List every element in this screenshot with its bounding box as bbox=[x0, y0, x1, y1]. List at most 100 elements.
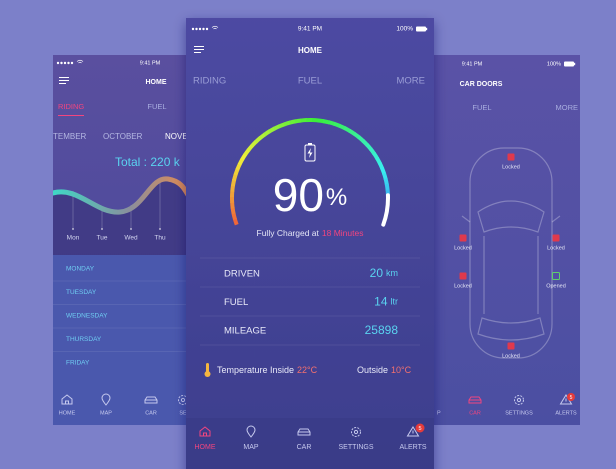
nav-label[interactable]: SETTINGS bbox=[505, 410, 533, 416]
tab[interactable]: MORE bbox=[397, 76, 426, 87]
gauge-segment bbox=[230, 201, 235, 209]
day-list-item[interactable]: WEDNESDAY bbox=[66, 313, 108, 320]
gauge-segment bbox=[380, 167, 387, 175]
tab[interactable]: RIDING bbox=[58, 102, 84, 111]
nav-label[interactable]: HOME bbox=[195, 444, 216, 451]
nav-label[interactable]: HOME bbox=[59, 410, 76, 416]
car-roof bbox=[483, 236, 539, 314]
day-list-item[interactable]: THURSDAY bbox=[66, 336, 102, 343]
gauge-segment bbox=[268, 126, 276, 134]
gauge-remainder bbox=[381, 193, 390, 227]
day-label: Thu bbox=[154, 235, 166, 242]
door-indicator[interactable] bbox=[459, 234, 467, 242]
center-phone: 9:41 PM 100% HOME RIDING FUEL MORE 90% Fully Ch… bbox=[186, 18, 434, 469]
battery-icon bbox=[564, 61, 574, 67]
nav-label[interactable]: CAR bbox=[297, 444, 312, 451]
signal-dot bbox=[195, 27, 198, 31]
gauge-segment bbox=[232, 217, 239, 226]
car-icon bbox=[144, 396, 158, 404]
gauge-segment bbox=[338, 123, 346, 131]
menu-icon-bar bbox=[194, 46, 204, 47]
tab[interactable]: RIDING bbox=[193, 76, 226, 87]
month-label[interactable]: OCTOBER bbox=[103, 132, 143, 141]
battery-text: 100% bbox=[547, 61, 561, 67]
settings-icon-core bbox=[516, 397, 522, 403]
wifi-icon bbox=[211, 25, 219, 30]
day-label: Tue bbox=[97, 235, 108, 242]
nav-label[interactable]: CAR bbox=[145, 410, 157, 416]
door-indicator[interactable] bbox=[507, 342, 515, 350]
tab[interactable]: FUEL bbox=[147, 102, 166, 111]
gauge-segment bbox=[300, 118, 308, 123]
settings-icon-core bbox=[180, 397, 186, 403]
stat-value: 14 ltr bbox=[374, 295, 398, 309]
battery-glyph-tip bbox=[308, 143, 312, 145]
left-phone: 9:41 PM HOME RIDING FUEL TEMBER OCTOBER NOVE To… bbox=[53, 55, 188, 425]
door-indicator[interactable] bbox=[552, 272, 560, 280]
signal-dot bbox=[67, 61, 70, 65]
door-indicator[interactable] bbox=[552, 234, 560, 242]
car-body bbox=[469, 147, 553, 359]
signal-dot bbox=[60, 61, 63, 65]
thermometer bbox=[206, 363, 209, 373]
nav-label[interactable]: SETTINGS bbox=[338, 444, 373, 451]
menu-icon-bar bbox=[194, 49, 204, 50]
battery-tip bbox=[426, 27, 428, 31]
car-rear-window bbox=[477, 317, 545, 341]
nav-label[interactable]: SE bbox=[179, 410, 187, 416]
menu-icon-bar bbox=[59, 83, 66, 84]
alert-badge bbox=[415, 423, 425, 433]
status-time: 9:41 PM bbox=[140, 60, 161, 66]
stat-number: 25898 bbox=[365, 323, 399, 337]
charge-value: 90% bbox=[273, 169, 348, 221]
door-status: Locked bbox=[502, 164, 520, 170]
gauge-segment bbox=[283, 120, 291, 127]
gauge-segment bbox=[278, 122, 286, 129]
map-icon bbox=[246, 425, 256, 438]
screen-title: HOME bbox=[146, 79, 167, 86]
nav-label[interactable]: ALERTS bbox=[399, 444, 426, 451]
screen-title: CAR DOORS bbox=[460, 81, 503, 88]
door-status: Locked bbox=[547, 245, 565, 251]
temp-inside: Temperature Inside 22°C bbox=[217, 365, 318, 375]
alert-badge-count: 5 bbox=[570, 395, 573, 401]
gauge-segment bbox=[294, 118, 302, 124]
tab[interactable]: FUEL bbox=[298, 76, 322, 87]
stat-unit: ltr bbox=[391, 297, 399, 307]
battery-text: 100% bbox=[396, 26, 413, 33]
total-distance: Total : 220 k bbox=[115, 155, 181, 169]
nav-label[interactable]: P bbox=[437, 410, 441, 416]
settings-icon bbox=[514, 395, 524, 405]
tab[interactable]: MORE bbox=[556, 103, 579, 112]
charge-eta: Fully Charged at 18 Minutes bbox=[257, 228, 364, 238]
nav-label[interactable]: ALERTS bbox=[555, 410, 577, 416]
wave-line bbox=[53, 176, 188, 215]
stat-value: 20 km bbox=[370, 266, 398, 280]
nav-label[interactable]: MAP bbox=[100, 410, 112, 416]
day-guide-dot bbox=[72, 228, 74, 230]
gauge-segment bbox=[343, 126, 352, 133]
door-status: Opened bbox=[546, 283, 566, 289]
nav-label[interactable]: MAP bbox=[243, 444, 259, 451]
day-list-item[interactable]: TUESDAY bbox=[66, 289, 97, 296]
charge-number: 90 bbox=[273, 169, 324, 221]
day-list-item[interactable]: FRIDAY bbox=[66, 360, 90, 367]
day-list-item[interactable]: MONDAY bbox=[66, 266, 95, 273]
tab[interactable]: FUEL bbox=[472, 103, 491, 112]
month-label[interactable]: NOVE bbox=[165, 132, 188, 141]
nav-label[interactable]: CAR bbox=[469, 410, 481, 416]
door-indicator[interactable] bbox=[459, 272, 467, 280]
temp-outside: Outside 10°C bbox=[357, 365, 412, 375]
stat-label: FUEL bbox=[224, 297, 248, 308]
screen-title: HOME bbox=[298, 46, 323, 55]
day-guide-dot bbox=[159, 228, 161, 230]
signal-dot bbox=[202, 27, 205, 31]
door-status: Locked bbox=[502, 353, 520, 359]
month-label[interactable]: TEMBER bbox=[53, 132, 87, 141]
gauge-segment bbox=[317, 118, 325, 124]
door-indicator[interactable] bbox=[507, 153, 515, 161]
alert-badge bbox=[567, 393, 575, 401]
gauge-segment bbox=[232, 173, 238, 181]
car-mirrors bbox=[461, 215, 561, 223]
